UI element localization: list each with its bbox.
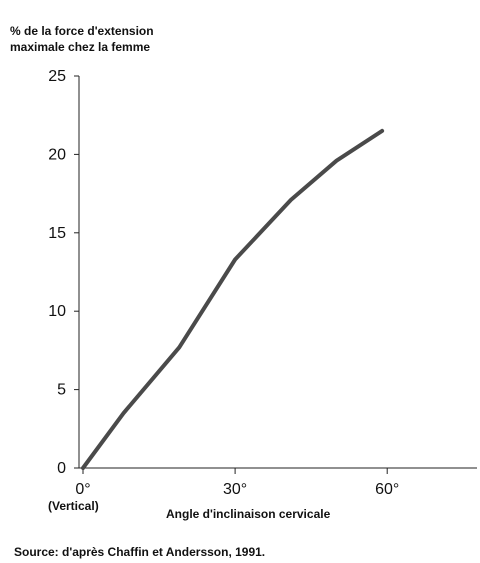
y-axis-label-line-2: maximale chez la femme xyxy=(10,40,150,54)
series-group xyxy=(81,128,385,470)
y-tick-label: 10 xyxy=(48,303,66,320)
y-tick-label: 0 xyxy=(57,460,66,477)
y-axis-label-line-1: % de la force d'extension xyxy=(10,24,154,38)
x-tick-label: 30° xyxy=(223,481,247,498)
y-tick-label: 15 xyxy=(48,225,66,242)
x-axis-label: Angle d'inclinaison cervicale xyxy=(166,507,331,521)
y-tick-label: 25 xyxy=(48,68,66,85)
x-tick-label: 60° xyxy=(375,481,399,498)
y-ticks: 0 5 10 15 20 25 xyxy=(48,68,79,477)
x-ticks: 0° 30° 60° xyxy=(75,468,399,498)
x-tick-label: 0° xyxy=(75,481,90,498)
series-line xyxy=(81,128,385,470)
x-tick-sublabel: (Vertical) xyxy=(48,499,99,513)
y-tick-label: 5 xyxy=(57,382,66,399)
y-tick-label: 20 xyxy=(48,146,66,163)
source-note: Source: d'après Chaffin et Andersson, 19… xyxy=(14,545,265,559)
